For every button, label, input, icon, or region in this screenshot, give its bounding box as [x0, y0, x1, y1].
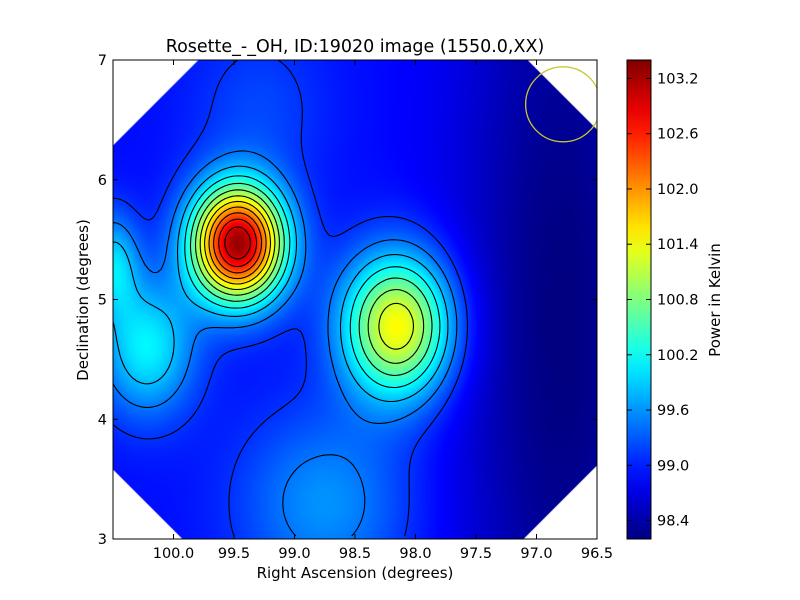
- x-axis-ticks: 100.0 99.5 99.0 98.5 98.0 97.5 97.0 96.5: [153, 60, 613, 562]
- contour-line-10: [218, 218, 258, 268]
- colorbar-tick-label: 98.4: [657, 514, 689, 530]
- x-axis-tick-label: 96.5: [581, 546, 613, 562]
- colorbar-ticks: 98.4 99.0 99.6 100.2 100.8 101.4 102.0 102.6 103…: [627, 71, 699, 530]
- contour-line-5: [194, 189, 425, 364]
- x-axis-tick-label: 100.0: [153, 546, 195, 562]
- colorbar-tick-label: 100.8: [657, 293, 699, 309]
- colorbar-tick-label: 101.4: [657, 237, 699, 253]
- y-axis-ticks: 3 4 5 6 7: [98, 53, 597, 548]
- y-axis-tick-label: 4: [98, 412, 107, 428]
- contour-line-8: [208, 206, 267, 280]
- y-axis-tick-label: 3: [98, 532, 107, 548]
- y-axis-tick-label: 6: [98, 173, 107, 189]
- beam-circle: [524, 66, 597, 143]
- contour-line-4: [189, 182, 433, 376]
- x-axis-tick-label: 99.0: [278, 546, 310, 562]
- y-axis-label: Declination (degrees): [74, 219, 92, 381]
- x-axis-tick-label: 97.0: [520, 546, 552, 562]
- colorbar-tick-label: 102.0: [657, 182, 699, 198]
- colorbar-label: Power in Kelvin: [706, 243, 724, 357]
- contour-lines: [113, 60, 469, 537]
- y-axis-tick-label: 7: [98, 53, 107, 69]
- colorbar-tick-label: 100.2: [657, 348, 699, 364]
- x-axis-tick-label: 97.5: [460, 546, 492, 562]
- contour-line-9: [213, 212, 263, 274]
- x-axis-tick-label: 99.5: [218, 546, 250, 562]
- y-axis-tick-label: 5: [98, 293, 107, 309]
- contour-line-3: [184, 175, 441, 389]
- chart-title: Rosette_-_OH, ID:19020 image (1550.0,XX): [166, 37, 545, 57]
- x-axis-tick-label: 98.5: [339, 546, 371, 562]
- contour-line-7: [204, 200, 272, 285]
- contour-line-0: [113, 60, 469, 537]
- colorbar-tick-label: 99.0: [657, 458, 689, 474]
- colorbar-tick-label: 102.6: [657, 127, 699, 143]
- contour-line-6: [199, 195, 414, 350]
- contour-line-11: [224, 226, 251, 260]
- plot-area: [113, 60, 597, 539]
- x-axis-label: Right Ascension (degrees): [257, 564, 454, 582]
- colorbar-tick-label: 99.6: [657, 403, 689, 419]
- contour-line-1: [113, 150, 458, 537]
- colorbar-tick-label: 103.2: [657, 71, 699, 87]
- x-axis-tick-label: 98.0: [399, 546, 431, 562]
